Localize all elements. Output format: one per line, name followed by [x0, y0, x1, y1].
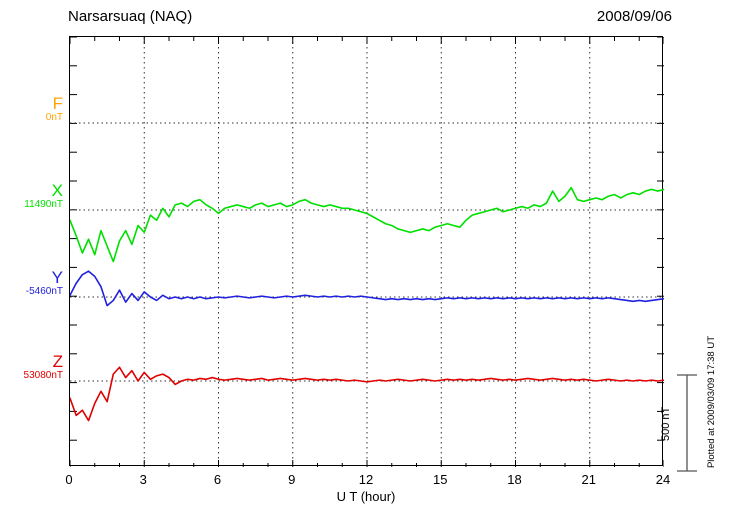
page-title: Narsarsuaq (NAQ) [68, 8, 193, 25]
plot-area [69, 36, 664, 467]
component-symbol-x: X [51, 181, 63, 200]
x-tick-label-21: 21 [581, 472, 596, 487]
observation-date: 2008/09/06 [596, 8, 672, 25]
component-symbol-z: Z [52, 352, 63, 371]
component-baseline-x: 11490nT [24, 199, 63, 210]
plotted-timestamp: Plotted at 2009/03/09 17:38 UT [706, 336, 717, 469]
component-label-x: X 11490nT [24, 181, 63, 211]
x-tick-label-6: 6 [213, 472, 222, 487]
x-tick-label-18: 18 [507, 472, 522, 487]
trace-x [70, 186, 664, 263]
component-baseline-y: -5460nT [25, 286, 63, 297]
x-tick-label-24: 24 [655, 472, 671, 487]
component-symbol-f: F [52, 94, 63, 113]
trace-y [70, 270, 664, 307]
x-axis-title: U T (hour) [336, 489, 396, 504]
component-baseline-z: 53080nT [23, 370, 63, 381]
magnetogram-canvas [70, 37, 664, 467]
component-label-z: Z 53080nT [23, 352, 63, 382]
component-symbol-y: Y [51, 268, 63, 287]
trace-z [70, 366, 664, 422]
x-tick-label-9: 9 [288, 472, 296, 487]
component-label-y: Y -5460nT [25, 268, 63, 298]
scale-bar-label: 500 nT [660, 406, 672, 442]
x-tick-label-15: 15 [433, 472, 448, 487]
x-tick-label-12: 12 [358, 472, 374, 487]
scale-bar [677, 374, 697, 472]
x-tick-label-3: 3 [139, 472, 147, 487]
component-label-f: F 0nT [45, 94, 63, 124]
x-tick-label-0: 0 [65, 472, 73, 487]
component-baseline-f: 0nT [45, 112, 63, 123]
